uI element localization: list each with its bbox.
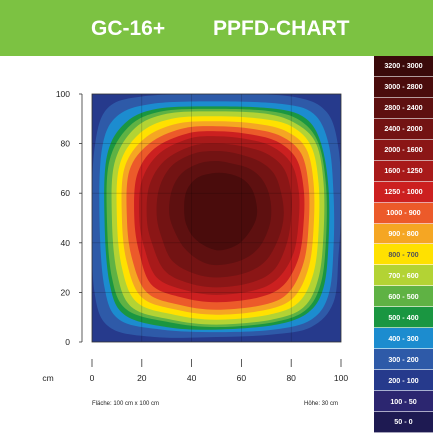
legend-entry: 3000 - 2800	[374, 76, 433, 98]
x-tick-label: 60	[237, 373, 247, 383]
legend-entry: 800 - 700	[374, 244, 433, 266]
y-tick-label: 20	[61, 287, 71, 297]
legend-entry: 900 - 800	[374, 223, 433, 245]
chart-title: PPFD-CHART	[213, 17, 350, 40]
header-bar: GC-16+ PPFD-CHART	[0, 0, 433, 56]
plot-frame	[91, 93, 342, 343]
x-tick-label: 100	[334, 373, 348, 383]
contour-layer	[91, 93, 342, 342]
legend-entry: 100 - 50	[374, 391, 433, 412]
legend-entry: 1250 - 1000	[374, 181, 433, 203]
ppfd-heatmap: 0 20 40 60 80 100 0 20 40 60 80 100 cm	[42, 89, 348, 383]
legend-entry: 2400 - 2000	[374, 118, 433, 140]
legend-entry: 1600 - 1250	[374, 160, 433, 182]
x-tick-label: 20	[137, 373, 147, 383]
y-tick-label: 40	[61, 238, 71, 248]
legend-entry: 700 - 600	[374, 265, 433, 287]
y-tick-label: 80	[61, 139, 71, 149]
axes-layer: 0 20 40 60 80 100 0 20 40 60 80 100 cm	[42, 89, 348, 383]
legend-entry: 3200 - 3000	[374, 56, 433, 77]
ppfd-legend: 3200 - 3000 3000 - 2800 2800 - 2400 2400 - …	[374, 56, 433, 433]
x-tick-label: 80	[286, 373, 296, 383]
y-tick-label: 0	[65, 337, 70, 347]
legend-entry: 2000 - 1600	[374, 139, 433, 161]
y-tick-label: 60	[61, 188, 71, 198]
footnote-area: Fläche: 100 cm x 100 cm	[92, 401, 160, 407]
grid-layer	[91, 93, 342, 343]
product-title: GC-16+	[91, 17, 166, 40]
plot-area: 0 20 40 60 80 100 0 20 40 60 80 100 cm	[0, 56, 374, 401]
legend-entry: 300 - 200	[374, 349, 433, 371]
legend-entry: 400 - 300	[374, 328, 433, 350]
legend-entry: 50 - 0	[374, 411, 433, 433]
x-axis-label: cm	[42, 373, 53, 383]
contour-band	[184, 172, 258, 251]
legend-entry: 1000 - 900	[374, 202, 433, 224]
x-tick-label: 40	[187, 373, 197, 383]
y-tick-label: 100	[56, 89, 70, 99]
legend-entry: 2800 - 2400	[374, 97, 433, 119]
legend-entry: 500 - 400	[374, 307, 433, 329]
legend-entry: 600 - 500	[374, 286, 433, 308]
x-tick-label: 0	[90, 373, 95, 383]
footnote-height: Höhe: 30 cm	[304, 401, 339, 407]
legend-entry: 200 - 100	[374, 370, 433, 392]
